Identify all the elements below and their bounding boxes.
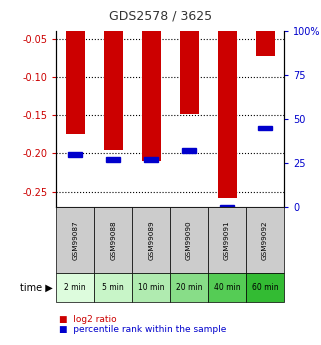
Text: GSM99091: GSM99091 bbox=[224, 220, 230, 259]
Text: ■  percentile rank within the sample: ■ percentile rank within the sample bbox=[59, 325, 227, 334]
Text: 5 min: 5 min bbox=[102, 283, 124, 292]
Text: GDS2578 / 3625: GDS2578 / 3625 bbox=[109, 9, 212, 22]
Bar bbox=[182, 148, 196, 153]
Bar bbox=[218, 31, 237, 198]
Bar bbox=[68, 152, 82, 157]
Text: GSM99089: GSM99089 bbox=[148, 220, 154, 259]
Bar bbox=[142, 31, 160, 161]
Text: 40 min: 40 min bbox=[214, 283, 240, 292]
Bar bbox=[104, 31, 123, 150]
Bar bbox=[258, 126, 272, 130]
Text: 20 min: 20 min bbox=[176, 283, 202, 292]
Text: 10 min: 10 min bbox=[138, 283, 164, 292]
Bar bbox=[144, 157, 158, 162]
Bar bbox=[180, 31, 199, 114]
Text: ■  log2 ratio: ■ log2 ratio bbox=[59, 315, 117, 324]
Bar bbox=[256, 31, 274, 56]
Bar bbox=[66, 31, 85, 134]
Bar bbox=[106, 157, 120, 162]
Text: GSM99087: GSM99087 bbox=[72, 220, 78, 259]
Text: time ▶: time ▶ bbox=[20, 283, 53, 293]
Text: GSM99088: GSM99088 bbox=[110, 220, 116, 259]
Text: GSM99090: GSM99090 bbox=[186, 220, 192, 259]
Text: 2 min: 2 min bbox=[64, 283, 86, 292]
Bar bbox=[220, 205, 234, 209]
Text: GSM99092: GSM99092 bbox=[262, 220, 268, 259]
Text: 60 min: 60 min bbox=[252, 283, 278, 292]
